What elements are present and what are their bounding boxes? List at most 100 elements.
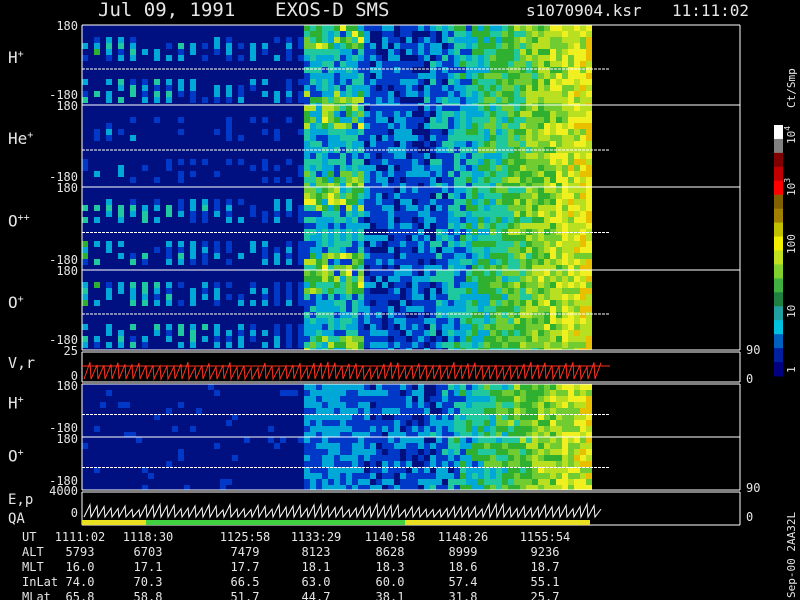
spectrogram-cell: [376, 211, 382, 217]
spectrogram-cell: [292, 390, 298, 396]
spectrogram-cell: [460, 288, 466, 294]
spectrogram-cell: [382, 473, 388, 479]
spectrogram-cell: [574, 141, 580, 147]
spectrogram-cell: [418, 473, 424, 479]
spectrogram-cell: [154, 282, 160, 288]
spectrogram-cell: [466, 414, 472, 420]
spectrogram-cell: [316, 177, 322, 183]
spectrogram-cell: [568, 153, 574, 159]
spectrogram-cell: [340, 300, 346, 306]
spectrogram-cell: [370, 294, 376, 300]
spectrogram-cell: [424, 253, 430, 259]
spectrogram-cell: [436, 324, 442, 330]
colorbar-segment: [774, 222, 783, 238]
spectrogram-cell: [544, 449, 550, 455]
spectrogram-cell: [154, 49, 160, 55]
spectrogram-cell: [358, 485, 364, 490]
spectrogram-cell: [508, 73, 514, 79]
spectrogram-cell: [298, 282, 304, 288]
spectrogram-cell: [502, 330, 508, 336]
spectrogram-cell: [280, 437, 286, 443]
spectrogram-cell: [304, 153, 310, 159]
spectrogram-cell: [520, 432, 526, 437]
spectrogram-cell: [448, 390, 454, 396]
spectrogram-cell: [538, 270, 544, 276]
spectrogram-cell: [352, 270, 358, 276]
spectrogram-cell: [496, 123, 502, 129]
spectrogram-cell: [406, 390, 412, 396]
spectrogram-cell: [424, 141, 430, 147]
spectrogram-cell: [568, 300, 574, 306]
spectrogram-cell: [430, 324, 436, 330]
spectrogram-cell: [454, 437, 460, 443]
spectrogram-cell: [310, 348, 316, 350]
spectrogram-cell: [418, 153, 424, 159]
spectrogram-cell: [466, 117, 472, 123]
spectrogram-cell: [460, 259, 466, 265]
spectrogram-cell: [424, 91, 430, 97]
spectrogram-cell: [556, 223, 562, 229]
spectrogram-cell: [586, 73, 592, 79]
header-time: 11:11:02: [672, 1, 749, 20]
spectrogram-cell: [454, 177, 460, 183]
spectrogram-cell: [406, 455, 412, 461]
spectrogram-cell: [472, 199, 478, 205]
spectrogram-cell: [352, 211, 358, 217]
spectrogram-cell: [394, 105, 400, 111]
spectrogram-cell: [490, 199, 496, 205]
spectrogram-cell: [532, 294, 538, 300]
spectrogram-cell: [340, 420, 346, 426]
spectrogram-cell: [400, 443, 406, 449]
spectrogram-cell: [340, 437, 346, 443]
spectrogram-cell: [238, 253, 244, 259]
spectrogram-cell: [406, 199, 412, 205]
spectrogram-cell: [394, 183, 400, 187]
spectrogram-cell: [532, 205, 538, 211]
spectrogram-cell: [562, 97, 568, 103]
spectrogram-cell: [514, 443, 520, 449]
spectrogram-cell: [316, 187, 322, 193]
spectrogram-cell: [304, 443, 310, 449]
spectrogram-cell: [328, 449, 334, 455]
spectrogram-cell: [478, 390, 484, 396]
spectrogram-cell: [490, 348, 496, 350]
spectrogram-cell: [490, 437, 496, 443]
spectrogram-cell: [436, 396, 442, 402]
spectrogram-cell: [346, 455, 352, 461]
spectrogram-cell: [304, 288, 310, 294]
spectrogram-cell: [298, 330, 304, 336]
spectrogram-cell: [484, 461, 490, 467]
spectrogram-cell: [214, 247, 220, 253]
spectrogram-cell: [340, 199, 346, 205]
spectrogram-cell: [328, 135, 334, 141]
spectrogram-cell: [532, 217, 538, 223]
spectrogram-cell: [460, 91, 466, 97]
spectrogram-cell: [448, 414, 454, 420]
spectrogram-cell: [364, 171, 370, 177]
spectrogram-cell: [484, 294, 490, 300]
spectrogram-cell: [568, 443, 574, 449]
spectrogram-cell: [484, 199, 490, 205]
spectrogram-cell: [364, 103, 370, 105]
spectrogram-cell: [484, 247, 490, 253]
spectrogram-cell: [352, 443, 358, 449]
spectrogram-cell: [526, 183, 532, 187]
spectrogram-cell: [382, 153, 388, 159]
spectrogram-cell: [526, 270, 532, 276]
spectrogram-cell: [358, 348, 364, 350]
spectrogram-cell: [544, 141, 550, 147]
spectrogram-cell: [352, 187, 358, 193]
spectrogram-cell: [388, 288, 394, 294]
panel-label-sup: +: [27, 130, 33, 141]
spectrogram-cell: [376, 141, 382, 147]
spectrogram-cell: [322, 342, 328, 348]
spectrogram-cell: [346, 103, 352, 105]
spectrogram-cell: [370, 111, 376, 117]
spectrogram-cell: [478, 467, 484, 473]
spectrogram-cell: [358, 461, 364, 467]
spectrogram-cell: [214, 129, 220, 135]
spectrogram-cell: [556, 300, 562, 306]
spectrogram-cell: [142, 336, 148, 342]
spectrogram-cell: [538, 342, 544, 348]
spectrogram-cell: [412, 123, 418, 129]
